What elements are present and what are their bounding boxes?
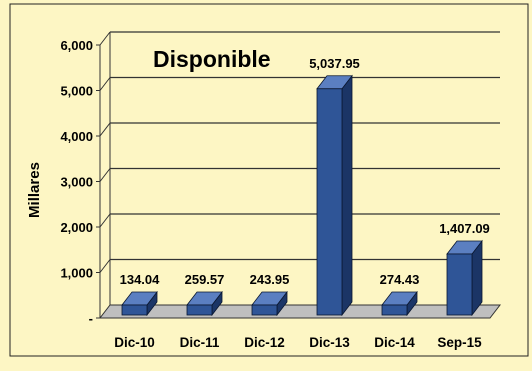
y-axis-label: Millares [26,162,43,218]
label-layer: 134.04 Dic-10 259.57 Dic-11 243.95 Dic-12 5,03… [114,56,490,350]
y-tick-label: 3,000 [60,175,93,190]
bar-front [251,304,278,316]
x-tick-label: Dic-13 [309,335,350,350]
bar-front [381,304,408,316]
data-label: 243.95 [250,272,290,287]
bar-front [121,304,148,316]
chart-title: Disponible [153,46,271,72]
gridline-diagonal [99,168,111,182]
bar [446,239,483,317]
bar [121,290,158,317]
x-tick-label: Dic-12 [244,335,285,350]
bar [381,290,418,317]
data-label: 134.04 [120,272,161,287]
bar-front [446,253,473,316]
x-tick-label: Dic-11 [180,335,220,350]
gridline-diagonal [99,213,111,228]
bar-layer [121,74,483,317]
bar-front [186,304,213,316]
bar-side [341,74,353,317]
bar [251,290,288,317]
axis-layer: - 1,000 2,000 3,000 4,000 5,000 6,000 [60,38,101,326]
y-tick-label: 2,000 [60,220,93,235]
bar [316,74,353,317]
chart-floor [98,304,502,319]
data-label: 259.57 [185,272,225,287]
x-tick-label: Dic-10 [114,335,155,350]
x-tick-label: Sep-15 [437,335,482,350]
data-label: 1,407.09 [439,221,490,236]
gridline-diagonal [99,259,111,273]
grid-layer [98,31,502,319]
x-tick-label: Dic-14 [374,335,415,350]
y-tick-label: 4,000 [60,129,93,144]
y-tick-label: 1,000 [60,266,93,281]
chart-border [9,3,529,357]
gridline-diagonal [99,122,111,137]
bar [186,290,223,317]
y-tick-label: 6,000 [60,38,93,53]
data-label: 274.43 [380,272,420,287]
data-label: 5,037.95 [309,56,360,71]
y-tick-label: 5,000 [60,84,93,99]
y-tick-label: - [89,311,93,326]
gridline-diagonal [99,77,111,91]
bar-front [316,88,343,316]
gridline-diagonal [99,31,111,46]
